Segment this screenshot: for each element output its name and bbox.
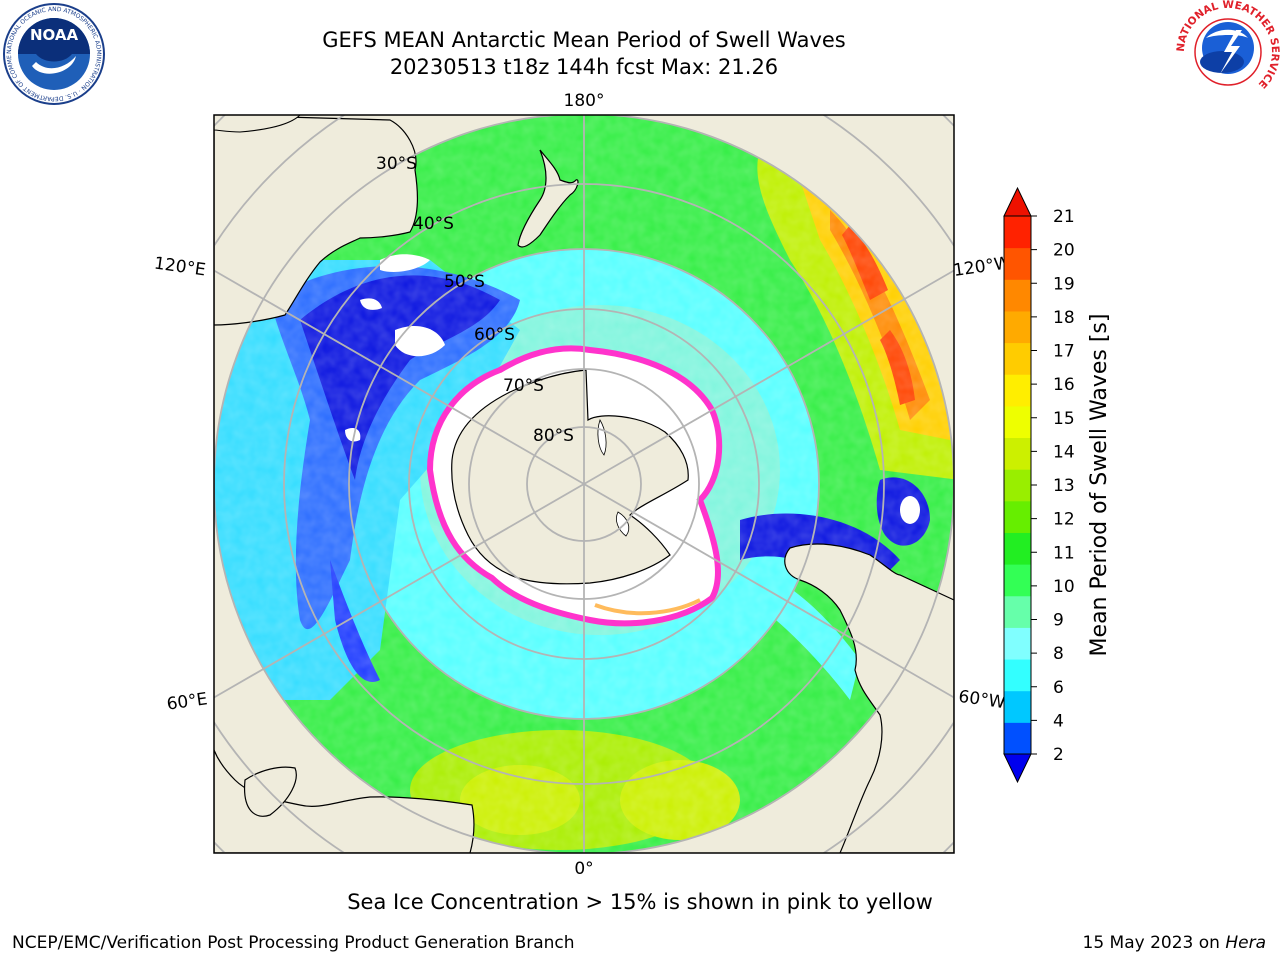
lon-label-60e: 60°E (166, 689, 209, 714)
colorbar-segment (1004, 374, 1031, 407)
colorbar-tick-label: 14 (1053, 442, 1075, 462)
colorbar-segment (1004, 342, 1031, 375)
colorbar-tick-label: 9 (1053, 611, 1064, 631)
colorbar-label: Mean Period of Swell Waves [s] (1087, 314, 1112, 657)
colorbar-tick-label: 21 (1053, 207, 1075, 227)
colorbar-tick-label: 18 (1053, 308, 1075, 328)
footer-date: 15 May 2023 on Hera (1083, 933, 1267, 953)
colorbar-tick-label: 15 (1053, 409, 1075, 429)
lon-label-120e: 120°E (153, 253, 207, 280)
lat-label-70s: 70°S (503, 376, 544, 396)
sea-ice-note: Sea Ice Concentration > 15% is shown in … (347, 890, 933, 914)
graticule (214, 115, 954, 853)
lon-label-0: 0° (574, 859, 593, 879)
colorbar-segment (1004, 469, 1031, 502)
lat-label-80s: 80°S (533, 426, 574, 446)
colorbar-segment (1004, 500, 1031, 533)
colorbar-tick-label: 10 (1053, 577, 1075, 597)
lon-label-180: 180° (564, 91, 605, 111)
colorbar-tick-label: 2 (1053, 745, 1064, 765)
lat-label-60s: 60°S (474, 325, 515, 345)
lon-label-60w: 60°W (957, 687, 1006, 713)
colorbar-segment (1004, 532, 1031, 565)
colorbar-segment (1004, 310, 1031, 344)
colorbar-tick-label: 4 (1053, 711, 1064, 731)
colorbar-under-arrow (1003, 753, 1032, 784)
australia-landmass (214, 115, 419, 326)
colorbar-over-arrow (1003, 186, 1032, 217)
footer-credit: NCEP/EMC/Verification Post Processing Pr… (12, 933, 575, 953)
map-frame (213, 114, 955, 854)
colorbar-tick-label: 17 (1053, 342, 1075, 362)
colorbar-segment (1004, 405, 1031, 439)
colorbar-segment (1004, 595, 1031, 628)
chart-title: GEFS MEAN Antarctic Mean Period of Swell… (322, 28, 846, 52)
nws-logo-icon: NATIONAL WEATHER SERVICE (1176, 0, 1280, 102)
new-zealand-landmass (517, 149, 579, 248)
colorbar-segment (1004, 722, 1031, 755)
lat-label-50s: 50°S (444, 272, 485, 292)
colorbar-tick-label: 13 (1053, 476, 1075, 496)
chart-subtitle: 20230513 t18z 144h fcst Max: 21.26 (389, 55, 779, 79)
africa-landmass (214, 749, 475, 853)
colorbar-segment (1004, 216, 1031, 249)
colorbar-tick-label: 16 (1053, 375, 1075, 395)
colorbar-tick-label: 12 (1053, 510, 1075, 530)
colorbar-tick-label: 19 (1053, 274, 1075, 294)
noaa-logo-icon: NATIONAL OCEANIC AND ATMOSPHERIC ADMINIS… (2, 2, 105, 105)
colorbar-segment (1004, 247, 1031, 280)
colorbar-tick-label: 6 (1053, 678, 1064, 698)
colorbar-segment (1004, 627, 1031, 660)
colorbar-tick-label: 11 (1053, 543, 1075, 563)
colorbar-segment (1004, 659, 1031, 692)
south-america-landmass (784, 543, 954, 853)
colorbar-tick-label: 20 (1053, 241, 1075, 261)
lat-label-30s: 30°S (376, 154, 417, 174)
colorbar-segment (1004, 690, 1031, 723)
noaa-logo-text: NOAA (30, 26, 79, 44)
colorbar-segment (1004, 279, 1031, 312)
lat-label-40s: 40°S (413, 214, 454, 234)
colorbar-tick-label: 8 (1053, 644, 1064, 664)
colorbar-segment (1004, 437, 1031, 470)
footer-host: Hera (1225, 933, 1266, 953)
colorbar-segment (1004, 564, 1031, 597)
colorbar: 2 4 6 8 9 10 11 12 13 14 15 16 17 18 19 20 21 (1003, 186, 1075, 784)
footer-date-text: 15 May 2023 on (1082, 933, 1226, 953)
lon-label-120w: 120°W (952, 253, 1012, 281)
